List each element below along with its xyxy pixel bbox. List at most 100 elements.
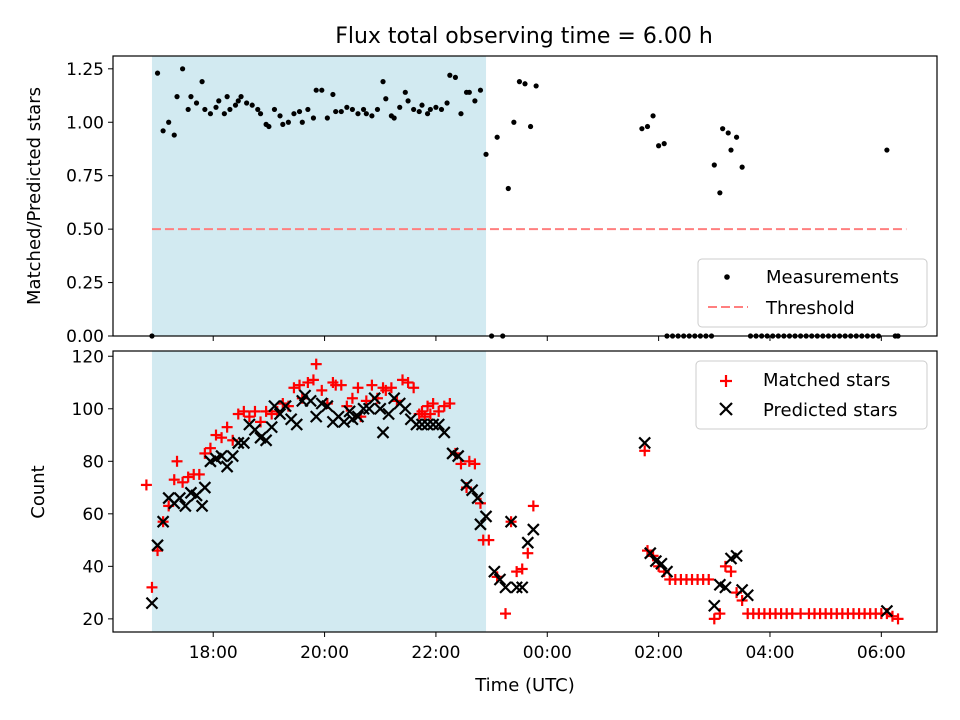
matched-point (469, 458, 481, 470)
measurement-point (313, 87, 319, 93)
matched-point (385, 382, 397, 394)
predicted-point (321, 399, 334, 413)
predicted-point (437, 426, 451, 439)
matched-point (366, 379, 378, 391)
measurement-point (383, 96, 389, 102)
matched-point (152, 545, 164, 557)
measurement-point (661, 141, 667, 147)
matched-point (516, 563, 528, 575)
y-tick-label: 0.50 (66, 220, 104, 240)
measurement-point (416, 108, 422, 115)
matched-point (238, 405, 250, 417)
measurement-point (419, 102, 425, 108)
measurement-point (438, 106, 445, 113)
matched-point (193, 468, 205, 480)
measurement-point (424, 111, 431, 117)
matched-point (500, 608, 512, 620)
measurement-point (433, 104, 439, 110)
predicted-point (156, 515, 170, 528)
measurement-point (330, 91, 336, 98)
measurement-point (374, 106, 381, 113)
measurement-point (193, 100, 200, 106)
measurement-point (266, 123, 272, 130)
measurement-point (452, 74, 459, 80)
measurement-point (405, 98, 411, 104)
measurement-point (458, 111, 464, 117)
predicted-point (880, 604, 894, 618)
measurement-point (505, 185, 511, 192)
matched-point (522, 547, 534, 559)
measurement-point (296, 108, 303, 115)
x-tick-label: 22:00 (411, 643, 460, 663)
measurement-point (232, 102, 239, 108)
x-tick-label: 02:00 (634, 643, 683, 663)
measurement-point (477, 87, 484, 93)
matched-point (433, 405, 445, 417)
predicted-point (382, 407, 395, 421)
y-tick-label: 80 (82, 452, 104, 472)
y-tick-label: 120 (72, 347, 104, 367)
measurement-point (733, 134, 740, 140)
predicted-point (499, 581, 512, 594)
legend-measurement-marker (724, 274, 730, 280)
measurement-point (185, 106, 191, 113)
measurement-point (639, 126, 645, 132)
measurement-point (255, 106, 261, 113)
matched-point (302, 377, 314, 389)
measurement-point (166, 119, 172, 125)
y-tick-label: 0.00 (66, 327, 104, 347)
matched-point (408, 382, 420, 394)
y-tick-label: 1.00 (66, 113, 104, 133)
measurement-point (154, 70, 161, 76)
predicted-point (268, 399, 281, 413)
measurement-point (271, 106, 278, 113)
measurement-point (324, 115, 330, 121)
top-y-axis-label: Matched/Predicted stars (24, 87, 45, 305)
measurement-point (188, 94, 194, 100)
measurement-point (472, 98, 478, 104)
measurement-point (522, 81, 528, 87)
measurement-point (717, 190, 723, 196)
matched-point (424, 408, 436, 420)
measurement-point (397, 104, 403, 110)
measurement-point (333, 108, 339, 115)
predicted-point (259, 434, 273, 447)
ratio-panel: 0.00 0.25 0.50 0.75 1.00 1.25 Matched/Predict… (24, 55, 938, 347)
predicted-point (309, 410, 323, 423)
measurement-point (466, 89, 472, 95)
measurement-point (319, 87, 325, 93)
measurement-point (427, 106, 433, 113)
matched-point (310, 358, 322, 370)
y-tick-label: 1.25 (66, 60, 104, 80)
measurement-point (199, 79, 205, 85)
count-points (140, 358, 904, 625)
legend-predicted-label: Predicted stars (763, 400, 897, 421)
matched-point (307, 374, 319, 386)
predicted-point (488, 565, 501, 578)
matched-point (639, 445, 651, 457)
matched-point (463, 455, 475, 467)
measurement-point (656, 143, 662, 149)
x-tick-label: 20:00 (300, 643, 349, 663)
measurement-point (310, 115, 317, 121)
matched-point (288, 382, 300, 394)
predicted-point (504, 515, 518, 528)
predicted-point (451, 449, 465, 463)
measurement-point (221, 111, 227, 117)
predicted-point (373, 402, 387, 416)
predicted-point (465, 483, 479, 497)
measurement-point (533, 83, 539, 89)
y-tick-label: 60 (82, 505, 104, 525)
predicted-point (527, 523, 540, 536)
measurement-point (257, 111, 264, 117)
predicted-point (151, 539, 164, 552)
predicted-point (145, 596, 159, 610)
legend-matched-marker (720, 375, 732, 387)
predicted-point (741, 588, 754, 602)
matched-point (182, 471, 194, 483)
measurement-point (728, 147, 734, 153)
predicted-point (426, 418, 440, 431)
measurement-point (650, 113, 656, 119)
measurement-point (363, 111, 369, 117)
predicted-point (410, 418, 423, 431)
